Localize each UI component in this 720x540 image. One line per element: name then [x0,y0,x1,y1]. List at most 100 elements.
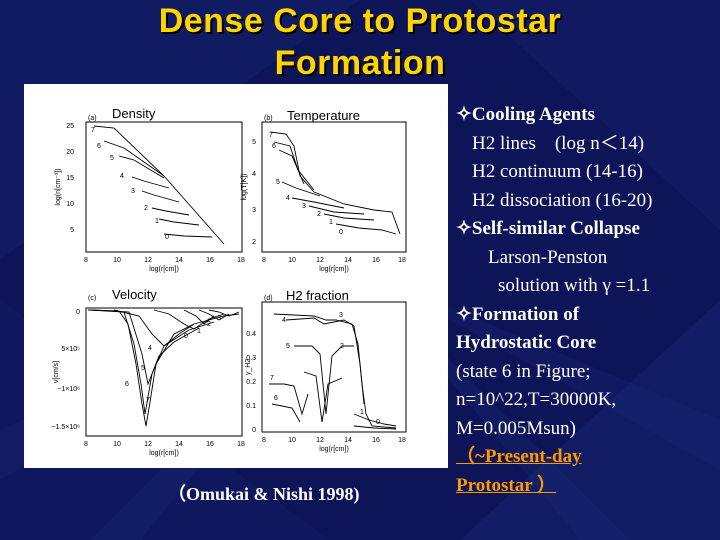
bullet-list: ✧Cooling Agents H2 lines (log n＜14) H2 c… [456,101,718,500]
density-xtick: 10 [113,257,121,264]
bullet-line: H2 lines (log n＜14) [472,132,645,154]
h2-ytick: 0.1 [246,403,256,410]
h2-curve-label: 4 [282,317,286,324]
velocity-xtick: 18 [237,441,245,448]
density-panel: (a) Density 25 20 15 10 5 8 10 12 14 16 … [55,106,245,273]
panel-a-label: (a) [88,115,97,122]
temperature-xtick: 8 [262,257,266,264]
bullet-line: H2 continuum (14-16) [472,161,643,182]
h2-curve-label: 7 [270,375,274,382]
h2-ytick: 0 [252,427,256,434]
panel-d-label: (d) [264,295,273,302]
density-xtick: 16 [206,257,214,264]
h2-curve-label: 6 [274,395,278,402]
h2-ytick: 0.4 [246,331,256,338]
temperature-xtick: 10 [288,257,296,264]
bullet-line: (state 6 in Figure; [456,360,591,382]
density-xtick: 14 [175,257,183,264]
four-point-star-icon: ✧ [456,104,472,125]
density-curve-label: 4 [120,173,124,180]
velocity-ytick: −1×10⁶ [57,386,80,393]
temperature-curve-label: 5 [276,179,280,186]
velocity-ytick: 0 [76,309,80,316]
velocity-xtick: 16 [206,441,214,448]
density-ytick: 20 [66,149,74,156]
h2-fraction-title: H2 fraction [286,288,349,303]
figure-panel: (a) Density 25 20 15 10 5 8 10 12 14 16 … [24,84,448,468]
slide-title-line-1: Dense Core to Protostar [158,2,562,40]
temperature-panel: (b) Temperature 5 4 3 2 8 10 12 14 16 18… [241,108,407,273]
density-curve-label: 3 [131,188,135,195]
density-ytick: 5 [70,227,74,234]
temperature-curve-label: 3 [302,203,306,210]
h2-curve-label: 3 [339,312,343,319]
density-ytick: 10 [66,201,74,208]
h2-curve-label: 2 [340,343,344,350]
h2-xlabel: log(r[cm]) [319,446,349,453]
temperature-xlabel: log(r[cm]) [319,266,349,273]
velocity-title: Velocity [112,287,157,302]
density-curve-label: 7 [91,127,95,134]
h2-fraction-curves [269,313,397,430]
highlight-line: Protostar ） [456,474,557,496]
density-ytick: 25 [66,123,74,130]
bullet-heading-hydrostatic: ✧Formation of [456,303,580,325]
temperature-ylabel: log(T[K]) [241,174,248,201]
temperature-xtick: 12 [316,257,324,264]
temperature-xtick: 18 [398,257,406,264]
temperature-ytick: 2 [252,239,256,246]
bullet-line: M=0.005Msun) [456,417,576,439]
density-ylabel: log(n[cm⁻³]) [55,168,62,205]
bullet-heading-cooling: ✧Cooling Agents [456,104,595,125]
temperature-title: Temperature [287,108,360,123]
panel-b-label: (b) [264,115,273,122]
velocity-curve-label: 5 [141,365,145,372]
temperature-curve-label: 4 [286,195,290,202]
h2-xtick: 12 [316,437,324,444]
temperature-xtick: 16 [372,257,380,264]
bullet-heading-hydrostatic-2: Hydrostatic Core [456,332,597,353]
density-title: Density [112,106,156,121]
temperature-xtick: 14 [344,257,352,264]
density-xtick: 12 [144,257,152,264]
velocity-xlabel: log(r[cm]) [149,450,179,457]
velocity-curve-label: 1 [197,328,201,335]
temperature-ytick: 3 [252,207,256,214]
h2-xtick: 14 [344,437,352,444]
velocity-curves [87,309,240,427]
velocity-curve-label: 2 [207,321,211,328]
h2-xtick: 8 [262,437,266,444]
velocity-xtick: 14 [175,441,183,448]
h2-curve-label: 0 [376,419,380,426]
density-curve-label: 1 [155,218,159,225]
h2-curve-label: 5 [286,343,290,350]
density-curve-label: 6 [97,143,101,150]
bullet-line: n=10^22,T=30000K, [456,389,617,410]
h2-curve-label: 1 [360,409,364,416]
velocity-xtick: 10 [113,441,121,448]
bullet-line: Larson-Penston [488,246,608,268]
temperature-ytick: 5 [252,139,256,146]
four-point-star-icon: ✧ [456,218,472,239]
temperature-curve-label: 7 [269,132,273,139]
velocity-ytick: 5×10⁵ [61,346,80,353]
h2-xtick: 10 [288,437,296,444]
h2-xtick: 18 [398,437,406,444]
density-curve-label: 0 [165,234,169,241]
velocity-curve-label: 0 [184,333,188,340]
h2-ytick: 0.3 [246,355,256,362]
velocity-ylabel: v[cm/s] [53,361,60,383]
velocity-curve-label: 3 [217,315,221,322]
temperature-curve-label: 6 [272,143,276,150]
velocity-panel: (c) Velocity 0 5×10⁵ −1×10⁶ −1.5×10⁶ 8 1… [51,287,245,457]
bullet-line: H2 dissociation (16-20) [472,189,653,211]
density-curves [93,125,225,245]
h2-ytick: 0.2 [246,379,256,386]
temperature-curve-label: 2 [317,211,321,218]
figure-caption: （Omukai & Nishi 1998) [168,484,360,504]
panel-c-label: (c) [88,295,96,302]
h2-ylabel: y_H2 [245,359,252,375]
density-ytick: 15 [66,175,74,182]
temperature-curve-label: 1 [329,219,333,226]
density-xlabel: log(r[cm]) [149,266,179,273]
